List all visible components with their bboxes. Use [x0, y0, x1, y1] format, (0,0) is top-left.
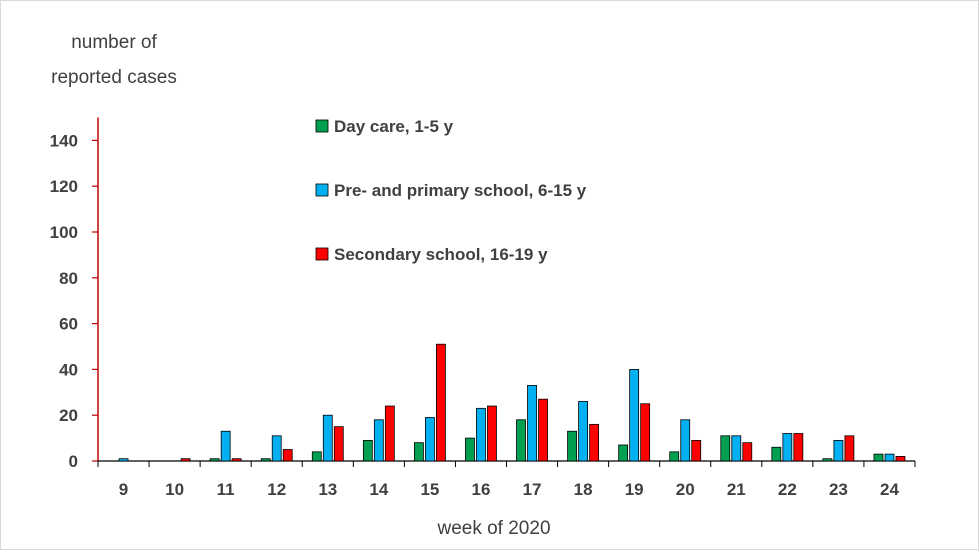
x-tick-label: 21 [727, 480, 746, 499]
y-tick-label: 140 [50, 131, 78, 150]
x-tick-label: 15 [420, 480, 439, 499]
y-tick-label: 20 [59, 406, 78, 425]
bar [209, 458, 220, 462]
bar [465, 437, 475, 462]
x-tick-label: 23 [829, 480, 848, 499]
bar [271, 435, 282, 462]
bar [720, 435, 731, 462]
bar [618, 444, 629, 462]
bar [373, 419, 384, 462]
bar [669, 451, 680, 462]
bar [231, 458, 242, 462]
x-tick-label: 14 [369, 480, 388, 499]
legend-label: Secondary school, 16-19 y [334, 245, 548, 264]
bar [844, 435, 855, 462]
bar [516, 419, 526, 462]
bar [333, 426, 344, 462]
bar [311, 451, 322, 462]
legend-label: Pre- and primary school, 6-15 y [334, 181, 587, 200]
x-tick-label: 13 [318, 480, 337, 499]
bar [782, 433, 793, 462]
x-tick-label: 18 [574, 480, 593, 499]
bar [384, 405, 395, 462]
bar [640, 403, 651, 462]
bar [742, 442, 753, 462]
bar [793, 433, 804, 462]
bar [567, 430, 577, 462]
bar [180, 458, 191, 462]
x-tick-label: 17 [523, 480, 542, 499]
legend-swatch [315, 183, 329, 197]
bar [362, 439, 373, 462]
bar [629, 368, 640, 462]
bar [822, 458, 833, 462]
bar [538, 398, 548, 462]
y-tick-label: 0 [69, 452, 78, 471]
x-tick-label: 12 [267, 480, 286, 499]
x-tick-label: 16 [472, 480, 491, 499]
bar [487, 405, 497, 462]
bar [476, 407, 486, 462]
bar [691, 439, 702, 462]
bar [282, 449, 293, 462]
legend-swatch [315, 119, 329, 133]
bar [589, 423, 599, 462]
y-tick-label: 100 [50, 223, 78, 242]
bar [322, 414, 333, 462]
bar [414, 442, 424, 462]
bar [895, 456, 906, 462]
bar [771, 446, 782, 462]
x-tick-label: 10 [165, 480, 184, 499]
x-tick-label: 9 [119, 480, 128, 499]
bar [833, 439, 844, 462]
bar [425, 417, 435, 462]
bar [731, 435, 742, 462]
legend-label: Day care, 1-5 y [334, 117, 454, 136]
bar [527, 385, 537, 462]
bar [260, 458, 271, 462]
y-tick-label: 120 [50, 177, 78, 196]
y-axis-label-line-2: reported cases [51, 67, 177, 88]
legend: Day care, 1-5 y Pre- and primary school, … [315, 117, 587, 264]
x-tick-label: 11 [217, 480, 235, 499]
x-tick-label: 20 [676, 480, 695, 499]
bar [680, 419, 691, 462]
legend-swatch [315, 247, 329, 261]
bar [884, 453, 895, 462]
y-axis-label-line-1: number of [71, 32, 157, 53]
x-tick-label: 19 [625, 480, 644, 499]
x-tick-label: 22 [778, 480, 797, 499]
y-tick-label: 80 [59, 269, 78, 288]
x-tick-label: 24 [880, 480, 899, 499]
bar [873, 453, 884, 462]
plot-area: 0 20 40 60 80 100 120 140 9 10 11 12 13 14 15 16 17 18 19 2… [50, 117, 916, 499]
y-tick-label: 60 [59, 315, 78, 334]
bar [118, 458, 129, 462]
bar [220, 430, 231, 462]
bar [436, 343, 446, 462]
y-tick-label: 40 [59, 360, 78, 379]
bar [578, 401, 588, 462]
x-axis-label: week of 2020 [436, 518, 550, 539]
